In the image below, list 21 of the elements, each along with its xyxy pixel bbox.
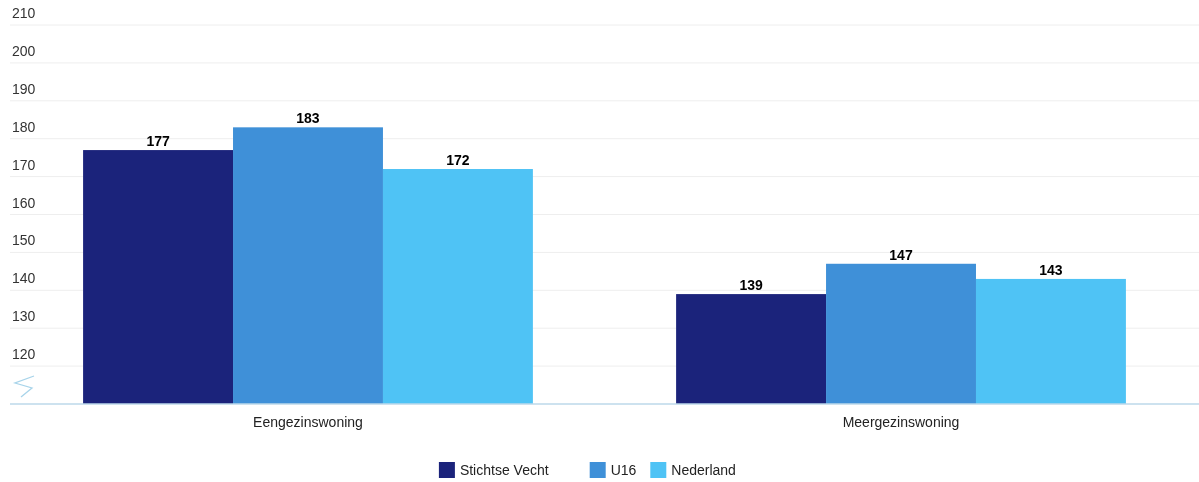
- y-tick-label: 160: [12, 194, 36, 211]
- y-tick-label: 200: [12, 42, 36, 59]
- data-label: 183: [296, 110, 320, 127]
- y-tick-label: 150: [12, 232, 36, 249]
- legend-label: Stichtse Vecht: [459, 462, 549, 478]
- y-tick-label: 180: [12, 118, 36, 135]
- y-tick-label: 170: [12, 156, 36, 173]
- data-label: 139: [739, 277, 763, 294]
- data-label: 177: [146, 133, 170, 150]
- legend-label: Nederland: [671, 462, 736, 478]
- x-tick-label: Meergezinswoning: [842, 414, 960, 430]
- y-tick-label: 210: [12, 5, 36, 21]
- data-label: 147: [889, 246, 913, 263]
- y-tick-label: 120: [12, 346, 36, 363]
- x-tick-label: Eengezinswoning: [253, 414, 363, 430]
- data-label: 143: [1039, 261, 1063, 278]
- data-label: 172: [446, 152, 470, 169]
- y-tick-label: 130: [12, 308, 36, 325]
- y-tick-label: 140: [12, 270, 36, 287]
- legend-label: U16: [610, 462, 637, 478]
- y-tick-label: 190: [12, 80, 36, 97]
